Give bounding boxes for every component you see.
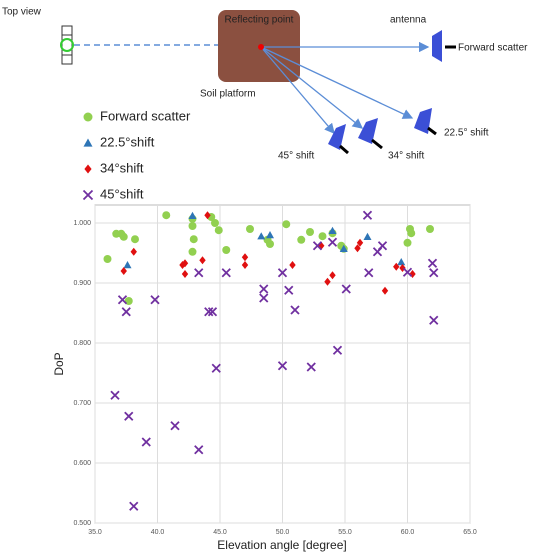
shift-45-label: 45° shift [278, 151, 314, 162]
y-tick-label: 0.800 [73, 340, 91, 347]
point [189, 222, 197, 230]
point [364, 233, 372, 240]
point [282, 220, 290, 228]
legend: Forward scatter 22.5°shift 34°shift 45°shif… [84, 108, 191, 201]
point [111, 391, 119, 399]
legend-marker [84, 139, 93, 147]
point [430, 316, 438, 324]
antennas [328, 30, 442, 150]
point [171, 422, 179, 430]
point [329, 238, 337, 246]
point [222, 269, 230, 277]
point [307, 363, 315, 371]
x-tick-label: 40.0 [151, 529, 165, 536]
top-view-label: Top view [2, 7, 42, 18]
x-tick-label: 45.0 [213, 529, 227, 536]
shift-22-label: 22.5° shift [444, 128, 489, 139]
x-tick-label: 55.0 [338, 529, 352, 536]
legend-label: 45°shift [100, 186, 144, 201]
point [190, 235, 198, 243]
point [260, 285, 268, 293]
legend-marker [84, 113, 93, 122]
point [364, 211, 372, 219]
point [407, 229, 415, 237]
antenna-label: antenna [390, 15, 427, 26]
point [242, 261, 248, 269]
point [297, 236, 305, 244]
legend-label: 22.5°shift [100, 134, 155, 149]
x-tick-label: 60.0 [401, 529, 415, 536]
point [222, 246, 230, 254]
figure: Top view Reflecting point Soil platform … [0, 0, 545, 558]
legend-label: Forward scatter [100, 108, 191, 123]
satellite-icon [61, 26, 73, 64]
point [131, 235, 139, 243]
point [246, 225, 254, 233]
point [260, 294, 268, 302]
point [291, 306, 299, 314]
y-axis-title: DoP [52, 352, 66, 375]
forward-scatter-label: Forward scatter [458, 43, 528, 54]
point [404, 239, 412, 247]
point [397, 258, 405, 265]
point [125, 412, 133, 420]
legend-marker [84, 165, 91, 174]
point [195, 446, 203, 454]
point [189, 212, 197, 219]
point [429, 259, 437, 267]
reflecting-point [258, 44, 264, 50]
x-tick-label: 65.0 [463, 529, 477, 536]
point [365, 269, 373, 277]
point [319, 232, 327, 240]
point [329, 271, 335, 279]
legend-marker [84, 191, 93, 200]
point [215, 226, 223, 234]
point [306, 228, 314, 236]
x-tick-label: 35.0 [88, 529, 102, 536]
point [130, 502, 138, 510]
point [120, 233, 128, 241]
point [189, 248, 197, 256]
y-tick-label: 0.900 [73, 280, 91, 287]
point [142, 438, 150, 446]
point [324, 278, 330, 286]
point [426, 225, 434, 233]
point [162, 211, 170, 219]
legend-label: 34°shift [100, 160, 144, 175]
point [342, 285, 350, 293]
point [122, 308, 130, 316]
y-tick-label: 0.500 [73, 520, 91, 527]
point [199, 256, 205, 264]
point [131, 248, 137, 256]
y-tick-label: 0.600 [73, 460, 91, 467]
point [211, 219, 219, 227]
point [430, 269, 438, 277]
y-tick-label: 0.700 [73, 400, 91, 407]
point [285, 286, 293, 294]
point [266, 240, 274, 248]
reflecting-point-label: Reflecting point [225, 15, 294, 26]
point [124, 261, 132, 268]
point [257, 232, 265, 239]
point [334, 346, 342, 354]
point [289, 261, 295, 269]
point [104, 255, 112, 263]
x-tick-label: 50.0 [276, 529, 290, 536]
x-axis-title: Elevation angle [degree] [217, 538, 346, 552]
point [212, 364, 220, 372]
antenna-mounts [340, 47, 456, 153]
shift-34-label: 34° shift [388, 151, 424, 162]
point [266, 231, 274, 238]
point [382, 287, 388, 295]
point [195, 269, 203, 277]
soil-platform-label: Soil platform [200, 89, 256, 100]
point [182, 270, 188, 278]
point [379, 242, 387, 250]
point [242, 253, 248, 261]
y-tick-label: 1.000 [73, 220, 91, 227]
